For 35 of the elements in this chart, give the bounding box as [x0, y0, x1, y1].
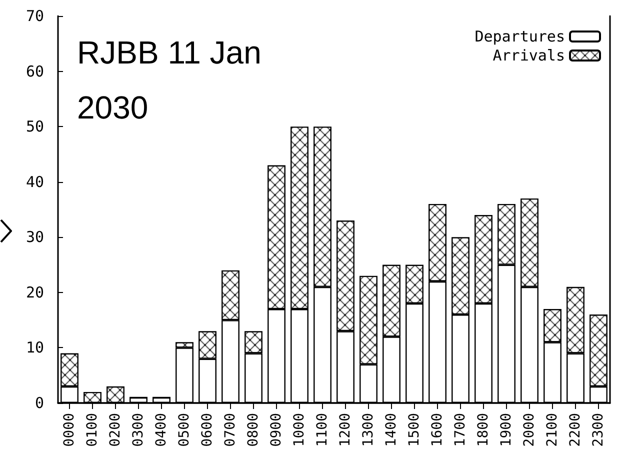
text: RJBB 11 Jan 2030: [77, 34, 270, 126]
y-tick-label: 0: [34, 394, 44, 412]
x-tick-label: 1700: [452, 413, 468, 447]
x-tick-label: 0100: [84, 413, 100, 447]
x-tick-label: 0000: [62, 413, 78, 447]
y-tick-label: 40: [26, 172, 44, 191]
x-tick-label: 2300: [590, 413, 606, 447]
x-tick-label: 1300: [360, 413, 376, 447]
x-tick-label: 0600: [200, 413, 216, 447]
x-tick-label: 1400: [384, 413, 400, 447]
y-tick-label: 70: [26, 7, 44, 25]
y-tick-label: 50: [26, 118, 44, 136]
x-tick-label: 0200: [108, 413, 124, 447]
x-tick-label: 1100: [314, 413, 330, 447]
x-tick-label: 0900: [268, 413, 284, 447]
x-tick-label: 1000: [292, 413, 308, 447]
x-tick-label: 0700: [222, 413, 238, 447]
y-tick-label: 30: [26, 228, 44, 246]
x-tick-label: 1500: [406, 413, 422, 447]
y-tick-label: 20: [26, 283, 44, 302]
x-tick-label: 2000: [522, 413, 538, 447]
y-tick-label: 10: [26, 338, 44, 357]
legend-label: Departures: [474, 28, 565, 46]
x-tick-label: 1600: [430, 413, 446, 447]
x-tick-label: 2200: [568, 413, 584, 447]
x-tick-label: 2100: [544, 413, 560, 447]
x-tick-label: 1900: [498, 413, 514, 447]
x-tick-label: 0800: [246, 413, 262, 447]
legend-label: Arrivals: [492, 46, 565, 64]
y-tick-label: 60: [26, 62, 44, 80]
x-tick-label: 0500: [176, 413, 192, 447]
x-tick-label: 0300: [130, 413, 146, 447]
x-tick-label: 0400: [154, 413, 170, 447]
x-tick-label: 1800: [476, 413, 492, 447]
x-tick-label: 1200: [338, 413, 354, 447]
